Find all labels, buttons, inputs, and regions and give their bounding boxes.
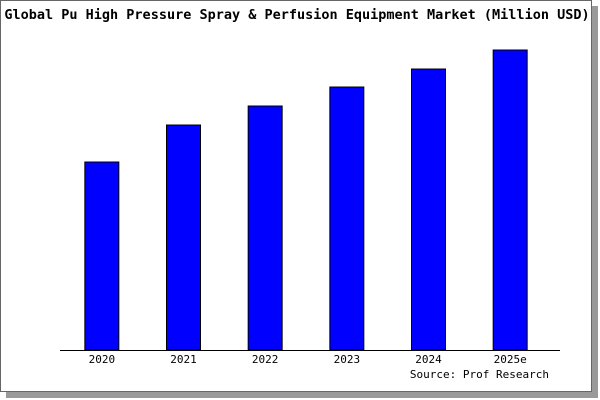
x-tick-label: 2023 [334,353,361,366]
x-tick-label: 2020 [89,353,116,366]
x-tick-label: 2025e [494,353,527,366]
bar [411,68,446,351]
source-note: Source: Prof Research [410,368,549,381]
bar [84,161,120,351]
bar [492,49,528,351]
chart-title: Global Pu High Pressure Spray & Perfusio… [4,7,589,23]
bar [247,105,283,351]
bar [329,86,365,351]
bar [166,124,201,351]
x-tick-label: 2021 [170,353,197,366]
x-tick-label: 2022 [252,353,279,366]
x-tick-label: 2024 [415,353,442,366]
